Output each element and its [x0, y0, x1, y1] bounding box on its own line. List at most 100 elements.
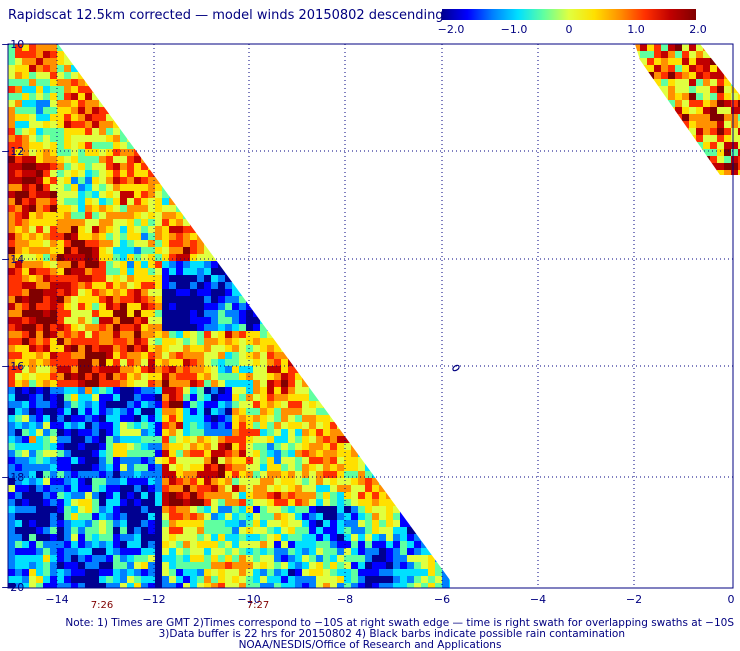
wind-cell [106, 366, 113, 373]
wind-cell [435, 492, 442, 499]
wind-cell [36, 142, 43, 149]
wind-cell [449, 44, 450, 51]
wind-cell [50, 548, 57, 555]
wind-cell [337, 359, 344, 366]
wind-cell [15, 478, 22, 485]
wind-cell [253, 478, 260, 485]
wind-cell [92, 268, 99, 275]
wind-cell [302, 86, 309, 93]
wind-cell [15, 44, 22, 51]
wind-cell [71, 373, 78, 380]
wind-cell [309, 485, 316, 492]
wind-cell [15, 121, 22, 128]
wind-cell [400, 317, 407, 324]
wind-cell [15, 58, 22, 65]
wind-cell [253, 436, 260, 443]
wind-cell [253, 121, 260, 128]
wind-cell [190, 79, 197, 86]
wind-cell [274, 541, 281, 548]
wind-cell [64, 128, 71, 135]
wind-cell [428, 93, 435, 100]
wind-cell [29, 247, 36, 254]
wind-cell [176, 387, 183, 394]
wind-cell [218, 380, 225, 387]
wind-cell [50, 429, 57, 436]
wind-cell [309, 499, 316, 506]
wind-cell [288, 191, 295, 198]
wind-cell [176, 44, 183, 51]
wind-cell [78, 240, 85, 247]
wind-cell [365, 387, 372, 394]
wind-cell [239, 443, 246, 450]
wind-cell [64, 401, 71, 408]
wind-cell [169, 471, 176, 478]
wind-cell [57, 282, 64, 289]
wind-cell [141, 296, 148, 303]
wind-cell [407, 275, 414, 282]
wind-cell [127, 478, 134, 485]
wind-cell [372, 436, 379, 443]
wind-cell [22, 275, 29, 282]
wind-cell [57, 562, 64, 569]
wind-cell [43, 583, 50, 588]
wind-cell [288, 583, 295, 588]
wind-cell [71, 345, 78, 352]
wind-cell [379, 513, 386, 520]
wind-cell [239, 583, 246, 588]
wind-cell [288, 429, 295, 436]
wind-cell [162, 492, 169, 499]
wind-cell [393, 58, 400, 65]
wind-cell [330, 79, 337, 86]
wind-cell [330, 58, 337, 65]
wind-cell [36, 401, 43, 408]
wind-cell [274, 359, 281, 366]
wind-cell [85, 471, 92, 478]
wind-cell [253, 324, 260, 331]
wind-cell [260, 247, 267, 254]
wind-cell [323, 457, 330, 464]
wind-cell [260, 359, 267, 366]
wind-cell [57, 226, 64, 233]
wind-cell [162, 506, 169, 513]
wind-cell [162, 170, 169, 177]
wind-cell [302, 387, 309, 394]
wind-cell [239, 191, 246, 198]
wind-cell [316, 65, 323, 72]
wind-cell [190, 345, 197, 352]
wind-cell [274, 205, 281, 212]
wind-cell [127, 72, 134, 79]
wind-cell [78, 156, 85, 163]
wind-cell [99, 142, 106, 149]
wind-cell [295, 443, 302, 450]
wind-cell [407, 72, 414, 79]
wind-cell [414, 135, 421, 142]
wind-cell [386, 317, 393, 324]
wind-cell [323, 345, 330, 352]
wind-cell [407, 142, 414, 149]
wind-cell [190, 205, 197, 212]
wind-cell [428, 170, 435, 177]
wind-cell [183, 177, 190, 184]
wind-cell [428, 562, 435, 569]
wind-cell [197, 387, 204, 394]
wind-cell [400, 380, 407, 387]
wind-cell [337, 247, 344, 254]
wind-cell [113, 261, 120, 268]
wind-cell [92, 254, 99, 261]
wind-cell [260, 296, 267, 303]
wind-cell [197, 541, 204, 548]
wind-cell [351, 317, 358, 324]
wind-cell [155, 289, 162, 296]
wind-cell [99, 282, 106, 289]
wind-cell [274, 366, 281, 373]
wind-cell [316, 44, 323, 51]
wind-cell [337, 352, 344, 359]
wind-cell [15, 177, 22, 184]
wind-cell [15, 261, 22, 268]
wind-cell [281, 233, 288, 240]
wind-cell [323, 226, 330, 233]
wind-cell [379, 534, 386, 541]
wind-cell [337, 51, 344, 58]
wind-cell [218, 128, 225, 135]
wind-cell [190, 373, 197, 380]
